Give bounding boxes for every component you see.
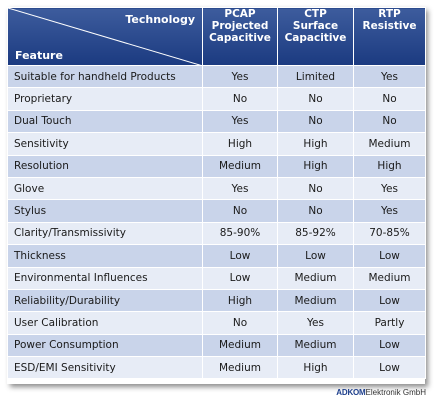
value-cell: Limited (277, 64, 354, 89)
value-cell: Medium (202, 356, 278, 380)
value-cell: 85-92% (277, 221, 354, 246)
technology-label: Technology (125, 13, 195, 26)
column-header-line: PCAP (224, 8, 256, 21)
brand-name: Elektronik GmbH (365, 388, 426, 397)
value-cell: No (202, 87, 278, 111)
table-body: Suitable for handheld Products Yes Limited… (7, 64, 426, 380)
column-header-line: Surface (292, 20, 339, 32)
feature-cell: Resolution (7, 154, 203, 178)
value-cell: Yes (277, 311, 354, 335)
feature-cell: Clarity/Transmissivity (7, 221, 203, 246)
column-header-line: Capacitive (284, 32, 347, 44)
column-header-line: Projected (211, 20, 269, 32)
value-cell: No (353, 109, 426, 134)
value-cell: Medium (353, 132, 426, 156)
value-cell: No (277, 176, 354, 201)
column-header-pcap: PCAP Projected Capacitive (202, 7, 278, 66)
feature-cell: Suitable for handheld Products (7, 64, 203, 89)
feature-cell: Dual Touch (7, 109, 203, 134)
value-cell: Yes (202, 64, 278, 89)
column-header-line: Capacitive (209, 32, 271, 44)
comparison-table: Technology Feature PCAP Projected Capaci… (7, 7, 426, 380)
value-cell: Medium (202, 333, 278, 358)
table-row: Reliability/Durability High Medium Low (7, 288, 426, 313)
diagonal-divider (8, 8, 200, 65)
table-row: Stylus No No Yes (7, 199, 426, 223)
value-cell: Yes (202, 176, 278, 201)
table-row: ESD/EMI Sensitivity Medium High Low (7, 356, 426, 380)
feature-label: Feature (15, 49, 63, 62)
table-row: Thickness Low Low Low (7, 244, 426, 268)
value-cell: High (353, 154, 426, 178)
value-cell: No (353, 87, 426, 111)
value-cell: No (277, 199, 354, 223)
brand-logo: ADKOM (336, 388, 366, 397)
value-cell: Partly (353, 311, 426, 335)
table-row: Suitable for handheld Products Yes Limited… (7, 64, 426, 89)
value-cell: Low (353, 244, 426, 268)
value-cell: Yes (353, 199, 426, 223)
value-cell: Medium (277, 266, 354, 290)
value-cell: No (202, 311, 278, 335)
value-cell: No (277, 109, 354, 134)
feature-cell: Thickness (7, 244, 203, 268)
value-cell: Medium (353, 266, 426, 290)
feature-cell: ESD/EMI Sensitivity (7, 356, 203, 380)
feature-cell: User Calibration (7, 311, 203, 335)
column-header-rtp: RTP Resistive (353, 7, 426, 66)
value-cell: Low (202, 266, 278, 290)
value-cell: Medium (277, 288, 354, 313)
table-row: Dual Touch Yes No No (7, 109, 426, 134)
comparison-table-frame: Technology Feature PCAP Projected Capaci… (7, 7, 426, 384)
value-cell: High (277, 132, 354, 156)
value-cell: High (277, 356, 354, 380)
feature-cell: Environmental Influences (7, 266, 203, 290)
value-cell: Yes (353, 64, 426, 89)
column-header-line: Resistive (362, 20, 417, 32)
value-cell: High (202, 288, 278, 313)
feature-cell: Sensitivity (7, 132, 203, 156)
table-row: User Calibration No Yes Partly (7, 311, 426, 335)
value-cell: Medium (277, 333, 354, 358)
feature-cell: Power Consumption (7, 333, 203, 358)
feature-cell: Glove (7, 176, 203, 201)
header-row: Technology Feature PCAP Projected Capaci… (7, 7, 426, 66)
value-cell: Medium (202, 154, 278, 178)
table-row: Sensitivity High High Medium (7, 132, 426, 156)
value-cell: Low (202, 244, 278, 268)
value-cell: No (202, 199, 278, 223)
table-row: Resolution Medium High High (7, 154, 426, 178)
value-cell: High (277, 154, 354, 178)
feature-cell: Stylus (7, 199, 203, 223)
table-row: Clarity/Transmissivity 85-90% 85-92% 70-85% (7, 221, 426, 246)
value-cell: Low (277, 244, 354, 268)
corner-header-cell: Technology Feature (7, 7, 203, 66)
feature-cell: Proprietary (7, 87, 203, 111)
column-header-line: RTP (378, 8, 401, 21)
table-row: Proprietary No No No (7, 87, 426, 111)
column-header-line: CTP (304, 8, 327, 21)
brand-footer: ADKOMElektronik GmbH (336, 388, 426, 397)
value-cell: Low (353, 288, 426, 313)
value-cell: Low (353, 356, 426, 380)
table-row: Power Consumption Medium Medium Low (7, 333, 426, 358)
value-cell: No (277, 87, 354, 111)
value-cell: 70-85% (353, 221, 426, 246)
column-header-ctp: CTP Surface Capacitive (277, 7, 354, 66)
value-cell: High (202, 132, 278, 156)
feature-cell: Reliability/Durability (7, 288, 203, 313)
table-row: Glove Yes No Yes (7, 176, 426, 201)
table-row: Environmental Influences Low Medium Medium (7, 266, 426, 290)
value-cell: 85-90% (202, 221, 278, 246)
value-cell: Yes (353, 176, 426, 201)
value-cell: Low (353, 333, 426, 358)
value-cell: Yes (202, 109, 278, 134)
